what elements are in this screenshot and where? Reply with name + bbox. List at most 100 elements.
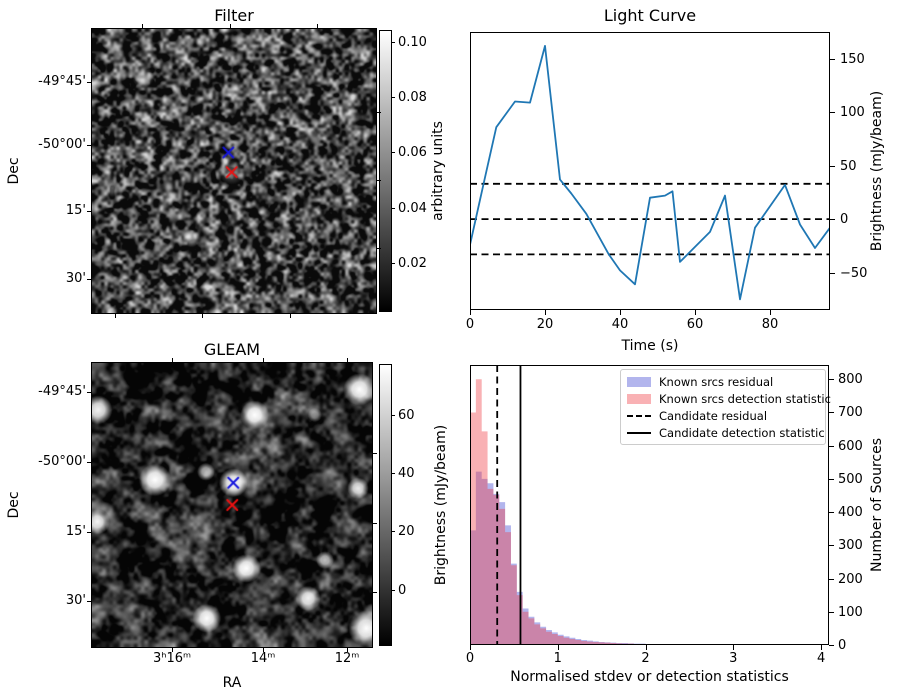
dec-tick <box>87 532 92 533</box>
dec-tick <box>87 279 92 280</box>
ra-tick <box>263 647 264 652</box>
dec-tick-label: 30' <box>65 592 86 608</box>
colorbar-tick-label: 0.06 <box>398 145 427 161</box>
gleam-ylabel: Dec <box>6 491 22 519</box>
y-tick <box>830 219 835 220</box>
y-tick <box>829 645 834 646</box>
dec-tick-label: -49°45' <box>38 383 86 399</box>
x-tick-label: 1 <box>553 651 562 666</box>
gleam-image <box>91 362 373 648</box>
colorbar-tick <box>391 263 395 264</box>
legend-entry: Known srcs residual <box>627 374 819 389</box>
x-tick-label: 2 <box>641 651 650 666</box>
y-tick <box>829 412 834 413</box>
filter-ylabel: Dec <box>6 157 22 185</box>
y-tick-label: 400 <box>838 505 863 521</box>
dec-tick <box>87 211 92 212</box>
light-curve-title: Light Curve <box>603 6 697 25</box>
dec-tick-right <box>372 523 377 524</box>
light-curve-plot <box>470 32 830 310</box>
y-tick-label: 100 <box>840 105 865 121</box>
y-tick-label: 600 <box>838 438 863 454</box>
gleam-colorbar <box>379 364 392 646</box>
dec-tick-label: 15' <box>65 202 86 218</box>
plot-frame <box>470 32 830 310</box>
colorbar-tick <box>391 208 395 209</box>
colorbar-tick <box>391 152 395 153</box>
legend-label: Candidate residual <box>659 408 768 423</box>
colorbar-tick-label: 0.10 <box>398 35 427 51</box>
filter-image <box>91 28 377 314</box>
ra-tick <box>202 313 203 318</box>
x-tick <box>821 645 822 650</box>
y-tick-label: 100 <box>838 604 863 620</box>
histogram-series <box>470 379 829 645</box>
colorbar-tick <box>391 473 395 474</box>
x-tick <box>770 310 771 315</box>
histogram-xlabel: Normalised stdev or detection statistics <box>510 669 789 685</box>
filter-colorbar <box>379 30 392 312</box>
x-tick <box>558 645 559 650</box>
histogram-plot <box>470 365 829 645</box>
legend-label: Known srcs residual <box>659 374 774 389</box>
gleam-title: GLEAM <box>203 340 261 359</box>
x-tick-label: 3 <box>729 651 738 666</box>
y-tick-label: 800 <box>838 372 863 388</box>
y-tick <box>829 479 834 480</box>
y-tick <box>829 379 834 380</box>
colorbar-tick <box>391 97 395 98</box>
y-tick-label: −50 <box>840 265 868 281</box>
colorbar-tick-label: 0 <box>398 582 407 598</box>
ra-tick <box>347 647 348 652</box>
colorbar-tick-label: 40 <box>398 465 415 481</box>
y-tick-label: 0 <box>838 638 847 653</box>
x-tick <box>470 645 471 650</box>
histogram-series <box>470 471 829 645</box>
ra-tick-label: 14ᵐ <box>250 651 276 666</box>
ra-tick <box>290 313 291 318</box>
light-curve-xlabel: Time (s) <box>621 338 679 354</box>
ra-tick-top <box>172 358 173 363</box>
filter-title: Filter <box>214 6 254 25</box>
dec-tick <box>87 462 92 463</box>
colorbar-tick <box>391 42 395 43</box>
dec-tick-right <box>376 180 381 181</box>
ra-tick-top <box>142 24 143 29</box>
legend-label: Candidate detection statistic <box>659 425 825 440</box>
filter-colorbar-label: arbitrary units <box>430 121 446 221</box>
legend-entry: Candidate detection statistic <box>627 425 825 440</box>
legend-swatch-detection <box>627 393 651 404</box>
y-tick <box>830 273 835 274</box>
y-tick <box>829 612 834 613</box>
legend-line-sample <box>627 414 651 417</box>
colorbar-tick <box>391 531 395 532</box>
x-tick-label: 20 <box>536 317 554 332</box>
y-tick <box>829 579 834 580</box>
x-tick-label: 40 <box>611 317 629 332</box>
colorbar-tick-label: 0.04 <box>398 200 427 216</box>
ra-tick-top <box>347 358 348 363</box>
x-tick <box>620 310 621 315</box>
dec-tick-right <box>372 453 377 454</box>
histogram-ylabel: Number of Sources <box>869 437 885 573</box>
ra-tick-top <box>317 24 318 29</box>
ra-tick-label: 3ʰ16ᵐ <box>152 651 192 666</box>
y-tick <box>829 545 834 546</box>
x-tick <box>646 645 647 650</box>
y-tick-label: 0 <box>840 212 849 228</box>
dec-tick-right <box>372 592 377 593</box>
y-tick-label: 150 <box>840 51 865 67</box>
x-tick <box>470 310 471 315</box>
colorbar-tick <box>391 590 395 591</box>
colorbar-tick-label: 0.02 <box>398 255 427 271</box>
y-tick-label: 200 <box>838 571 863 587</box>
dec-tick-label: -50°00' <box>38 453 86 469</box>
colorbar-tick <box>391 415 395 416</box>
y-tick <box>829 512 834 513</box>
dec-tick <box>87 82 92 83</box>
light-curve-line <box>470 44 830 301</box>
dec-tick-label: 15' <box>65 523 86 539</box>
x-tick-label: 60 <box>686 317 704 332</box>
x-tick-label: 0 <box>465 317 475 332</box>
